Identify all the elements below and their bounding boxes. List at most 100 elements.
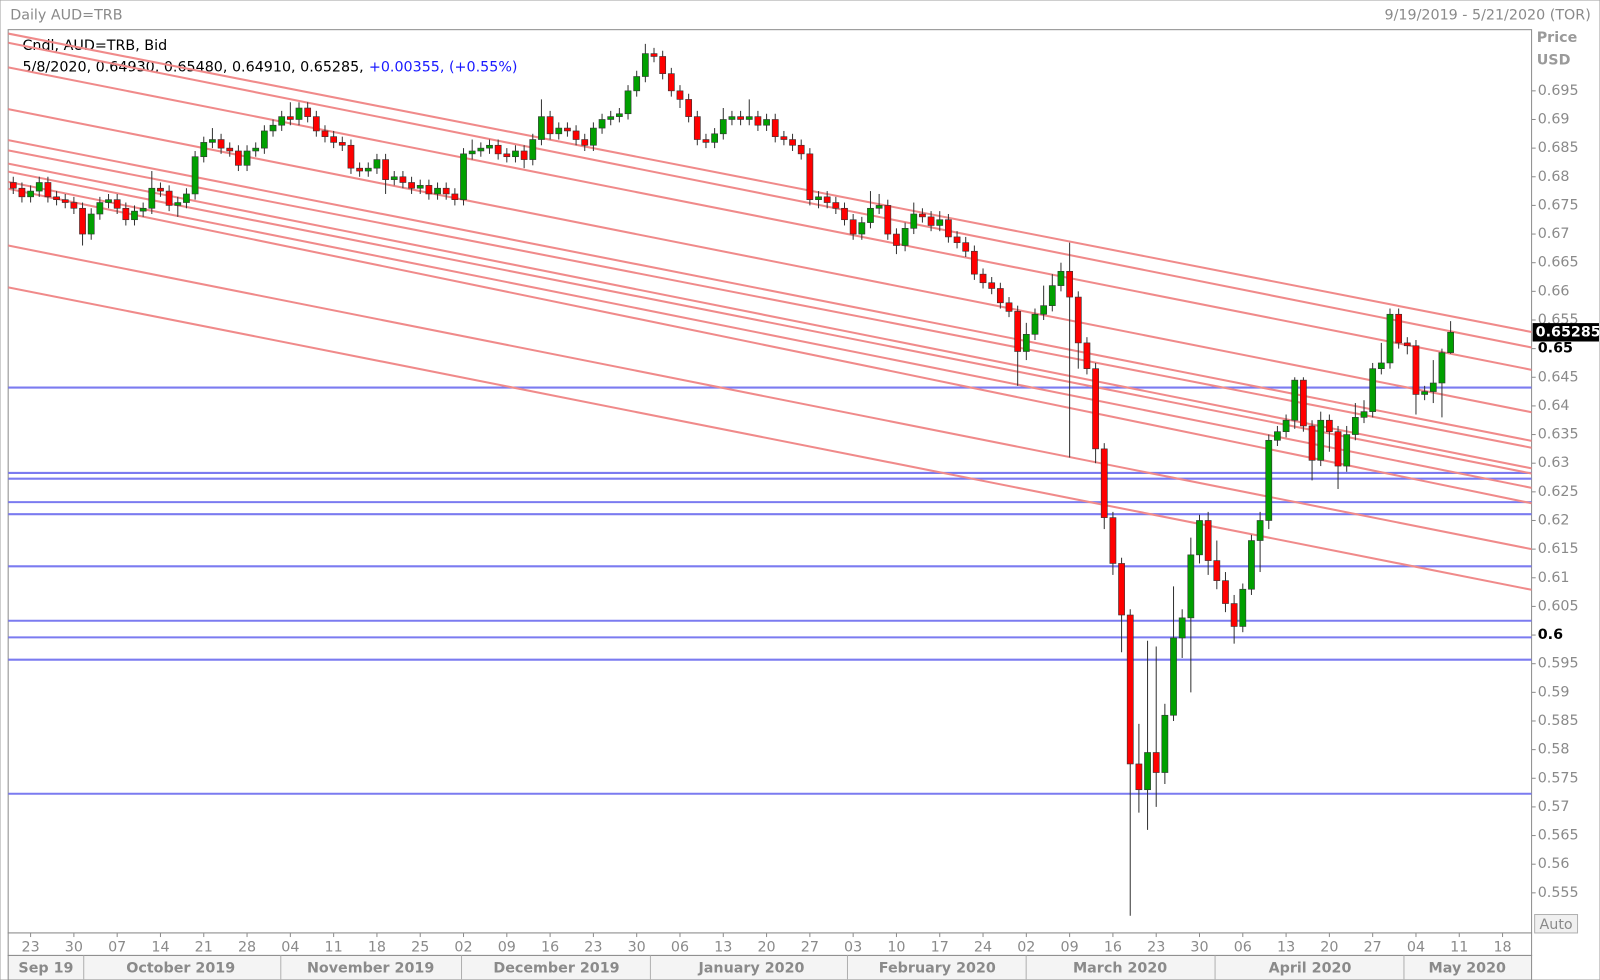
- y-tick-label: 0.645: [1538, 369, 1579, 385]
- candle-body: [243, 150, 251, 166]
- candle-body: [1403, 342, 1411, 347]
- x-tick-label: 16: [541, 939, 559, 955]
- y-tick-label: 0.685: [1538, 140, 1579, 156]
- x-tick-label: 02: [1017, 939, 1035, 955]
- candle-body: [1282, 419, 1290, 432]
- candle-body: [962, 242, 970, 252]
- date-range: 9/19/2019 - 5/21/2020 (TOR): [1385, 7, 1591, 23]
- candle-body: [1040, 305, 1048, 315]
- candle-body: [858, 222, 866, 235]
- candle-body: [728, 116, 736, 120]
- y-tick-label: 0.58: [1538, 742, 1570, 758]
- candle-body: [919, 213, 926, 218]
- candle-body: [884, 205, 892, 235]
- candle-body: [416, 185, 424, 189]
- candle-body: [763, 119, 770, 126]
- x-tick-label: 04: [1407, 939, 1425, 955]
- candle-body: [1377, 362, 1385, 369]
- candle-body: [44, 182, 52, 198]
- candle-body: [806, 153, 814, 200]
- x-tick-label: 07: [108, 939, 126, 955]
- candle-body: [434, 187, 441, 195]
- candle-body: [1074, 296, 1082, 344]
- y-axis-title: Price: [1537, 30, 1578, 46]
- candle-body: [209, 139, 216, 143]
- candle-body: [633, 76, 641, 92]
- candle-body: [1291, 379, 1299, 421]
- candle-body: [1395, 313, 1403, 344]
- candle-body: [832, 202, 840, 209]
- candle-body: [1274, 431, 1281, 441]
- candle-body: [200, 142, 208, 158]
- change-text: +0.00355, (+0.55%): [369, 60, 518, 76]
- candle-body: [815, 196, 822, 200]
- info-line: 5/8/2020, 0.64930, 0.65480, 0.64910, 0.6…: [22, 60, 517, 76]
- candle-body: [390, 176, 398, 180]
- candle-body: [1412, 345, 1420, 395]
- trend-line: [8, 162, 1532, 470]
- y-axis-unit: USD: [1537, 52, 1571, 68]
- candle-body: [61, 199, 69, 203]
- chart-title: Daily AUD=TRB: [10, 7, 122, 23]
- y-tick-label: 0.615: [1538, 541, 1579, 557]
- candle-body: [1265, 439, 1273, 521]
- candle-body: [105, 199, 112, 203]
- candle-body: [676, 90, 684, 100]
- x-tick-label: 23: [584, 939, 602, 955]
- candle-body: [1429, 382, 1437, 392]
- y-tick-label: 0.67: [1538, 226, 1570, 242]
- candle-body: [1187, 554, 1195, 619]
- month-label: January 2020: [697, 961, 804, 977]
- candle-body: [70, 202, 78, 209]
- candle-body: [667, 73, 675, 92]
- x-tick-label: 30: [65, 939, 83, 955]
- candle-body: [96, 202, 104, 215]
- series-label: Cndl, AUD=TRB, Bid: [22, 38, 167, 54]
- trend-line: [8, 286, 1532, 591]
- x-tick-label: 09: [498, 939, 516, 955]
- candle-body: [1144, 752, 1151, 791]
- candle-body: [901, 228, 909, 246]
- candle-body: [996, 288, 1004, 304]
- y-tick-label: 0.675: [1538, 197, 1579, 213]
- candle-body: [1222, 580, 1229, 604]
- y-tick-label: 0.68: [1538, 169, 1570, 185]
- candle-body: [442, 187, 450, 195]
- candle-body: [520, 150, 528, 160]
- candle-body: [702, 139, 710, 143]
- candle-body: [875, 205, 883, 209]
- candle-body: [1135, 763, 1143, 791]
- candle-body: [624, 90, 632, 115]
- x-tick-label: 06: [671, 939, 689, 955]
- candle-body: [1326, 419, 1333, 432]
- candle-body: [261, 130, 268, 149]
- x-tick-label: 28: [238, 939, 256, 955]
- candle-body: [347, 144, 355, 169]
- candle-body: [304, 107, 312, 117]
- candle-body: [1066, 270, 1073, 298]
- x-tick-label: 13: [1277, 939, 1295, 955]
- trend-line: [8, 139, 1532, 442]
- auto-button[interactable]: [1534, 914, 1579, 934]
- x-tick-label: 24: [974, 939, 992, 955]
- y-tick-label: 0.61: [1538, 570, 1570, 586]
- candle-body: [399, 176, 407, 183]
- y-tick-label: 0.63: [1538, 455, 1570, 471]
- plot-area: [7, 29, 1533, 934]
- candle-body: [693, 116, 701, 140]
- x-tick-label: 20: [757, 939, 775, 955]
- candle-body: [823, 196, 831, 203]
- candle-body: [9, 182, 17, 189]
- x-tick-label: 04: [281, 939, 299, 955]
- y-tick-label: 0.66: [1538, 283, 1570, 299]
- y-tick-label: 0.6: [1538, 627, 1563, 643]
- candle-body: [217, 139, 225, 149]
- candle-body: [754, 116, 762, 126]
- candle-body: [1447, 331, 1454, 353]
- x-tick-label: 30: [1190, 939, 1208, 955]
- candle-body: [650, 53, 658, 57]
- auto-button-label[interactable]: Auto: [1540, 917, 1573, 933]
- candle-body: [1118, 563, 1125, 616]
